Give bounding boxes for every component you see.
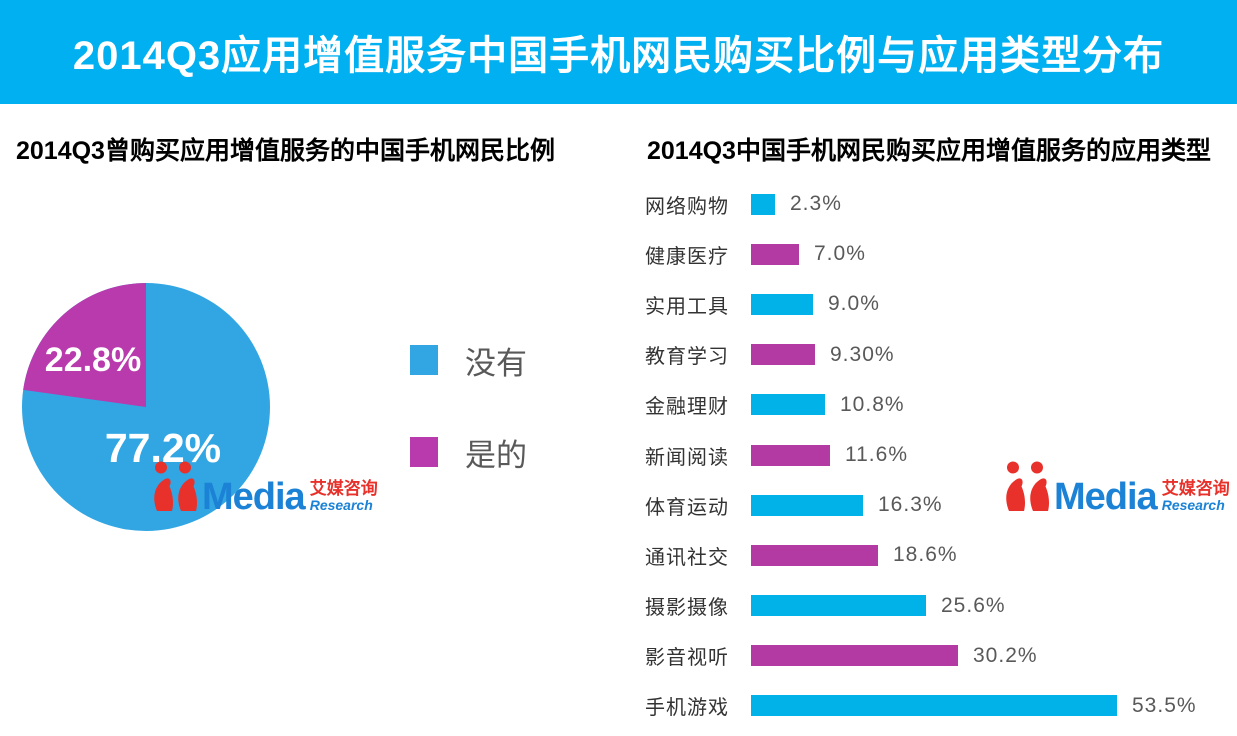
bar-category-label: 影音视听 <box>645 647 729 670</box>
legend-item-yes: 是的 <box>410 436 527 473</box>
bar <box>751 544 878 566</box>
pie-section-title: 2014Q3曾购买应用增值服务的中国手机网民比例 <box>16 137 555 165</box>
legend-item-no: 没有 <box>410 344 527 381</box>
iimedia-chinese-text: 艾媒咨询 <box>309 479 378 498</box>
bar-row: 网络购物 2.3% <box>645 179 1237 229</box>
bar-category-label: 金融理财 <box>645 396 729 419</box>
bar <box>751 193 775 215</box>
bar <box>751 243 799 265</box>
bar-value-label: 7.0% <box>814 242 866 266</box>
bar-category-label: 通讯社交 <box>645 546 729 569</box>
iimedia-logo: Media 艾媒咨询 Research <box>150 461 378 518</box>
bar-row: 实用工具 9.0% <box>645 279 1237 329</box>
bar-value-label: 10.8% <box>840 392 905 416</box>
pie-chart: 22.8%77.2% <box>22 283 270 531</box>
bar-category-label: 网络购物 <box>645 195 729 218</box>
legend-label-yes: 是的 <box>465 437 527 473</box>
bar-value-label: 30.2% <box>973 643 1038 667</box>
bar-row: 影音视听 30.2% <box>645 631 1237 681</box>
bar-category-label: 摄影摄像 <box>645 597 729 620</box>
bar <box>751 293 813 315</box>
bar-value-label: 9.0% <box>828 292 880 316</box>
bar-value-label: 18.6% <box>893 543 958 567</box>
pie-value-label-yes: 22.8% <box>45 341 141 379</box>
iimedia-research-text: Research <box>1161 497 1225 513</box>
bar-category-label: 教育学习 <box>645 346 729 369</box>
page-title: 2014Q3应用增值服务中国手机网民购买比例与应用类型分布 <box>72 34 1165 78</box>
legend-label-no: 没有 <box>465 345 527 381</box>
bar-row: 体育运动 16.3% <box>645 480 1237 530</box>
bar-value-label: 25.6% <box>941 593 1006 617</box>
bar-value-label: 16.3% <box>878 493 943 517</box>
iimedia-media-text: Media <box>1054 475 1158 518</box>
bar-value-label: 9.30% <box>830 342 895 366</box>
bar-section-title: 2014Q3中国手机网民购买应用增值服务的应用类型 <box>647 137 1211 165</box>
bar-row: 教育学习 9.30% <box>645 330 1237 380</box>
bar-category-label: 健康医疗 <box>645 245 729 268</box>
bar-row: 手机游戏 53.5% <box>645 681 1237 731</box>
bar-chart: 网络购物 2.3% 健康医疗 7.0% 实用工具 9.0% 教育学习 9.30% 金融理财 10.… <box>645 179 1237 731</box>
pie-slice-yes <box>23 283 147 407</box>
bar-row: 健康医疗 7.0% <box>645 229 1237 279</box>
bar-row: 通讯社交 18.6% <box>645 530 1237 580</box>
bar-category-label: 手机游戏 <box>645 697 729 720</box>
iimedia-logo: Media 艾媒咨询 Research <box>1002 461 1230 518</box>
iimedia-people-icon <box>154 461 198 511</box>
bar-row: 新闻阅读 11.6% <box>645 430 1237 480</box>
bar-category-label: 新闻阅读 <box>645 446 729 469</box>
legend-swatch-blue <box>410 345 438 375</box>
bar-row: 金融理财 10.8% <box>645 380 1237 430</box>
bar <box>751 444 830 466</box>
legend-swatch-magenta <box>410 437 438 467</box>
header-banner: 2014Q3应用增值服务中国手机网民购买比例与应用类型分布 <box>0 0 1237 104</box>
bar-value-label: 2.3% <box>790 192 842 216</box>
bar-row: 摄影摄像 25.6% <box>645 581 1237 631</box>
bar-value-label: 53.5% <box>1132 693 1197 717</box>
bar <box>751 695 1117 717</box>
bar <box>751 394 825 416</box>
iimedia-people-icon <box>1006 461 1050 511</box>
bar <box>751 595 926 617</box>
iimedia-chinese-text: 艾媒咨询 <box>1161 479 1230 498</box>
bar-value-label: 11.6% <box>845 443 908 467</box>
bar-category-label: 体育运动 <box>645 496 729 519</box>
pie-legend: 没有 是的 <box>410 344 527 528</box>
bar <box>751 645 958 667</box>
iimedia-media-text: Media <box>202 475 306 518</box>
iimedia-research-text: Research <box>309 497 373 513</box>
bar-category-label: 实用工具 <box>645 295 729 318</box>
bar <box>751 344 815 366</box>
bar <box>751 494 863 516</box>
